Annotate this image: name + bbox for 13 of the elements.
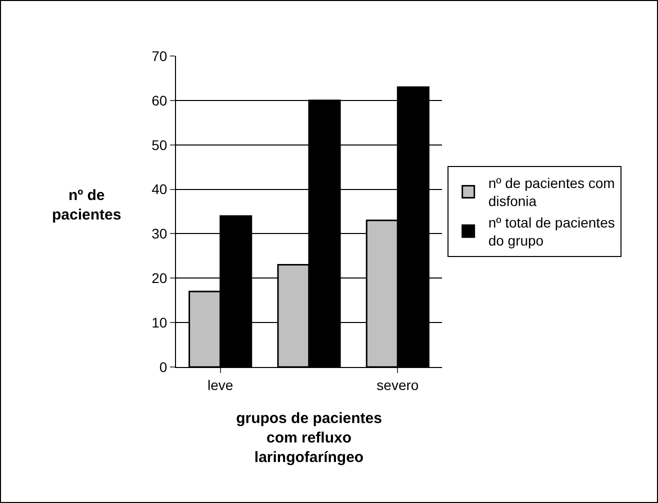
legend-label: nº total de pacientes do grupo bbox=[488, 214, 615, 249]
y-tick-label: 50 bbox=[152, 136, 168, 153]
x-tick-label: leve bbox=[207, 376, 234, 393]
y-tick-label: 60 bbox=[152, 92, 168, 108]
x-tick-label: severo bbox=[376, 376, 419, 393]
y-axis-title: nº de pacientes bbox=[52, 187, 122, 224]
y-tick-label: 40 bbox=[152, 181, 168, 198]
y-tick-label: 20 bbox=[152, 270, 168, 286]
y-tick-label: 30 bbox=[152, 226, 168, 242]
x-axis-title: grupos de pacientes com refluxo laringofaríngeo bbox=[236, 410, 382, 466]
y-tick-label: 10 bbox=[152, 314, 168, 330]
y-tick-label: 70 bbox=[152, 48, 168, 64]
y-tick-label: 0 bbox=[159, 358, 168, 375]
